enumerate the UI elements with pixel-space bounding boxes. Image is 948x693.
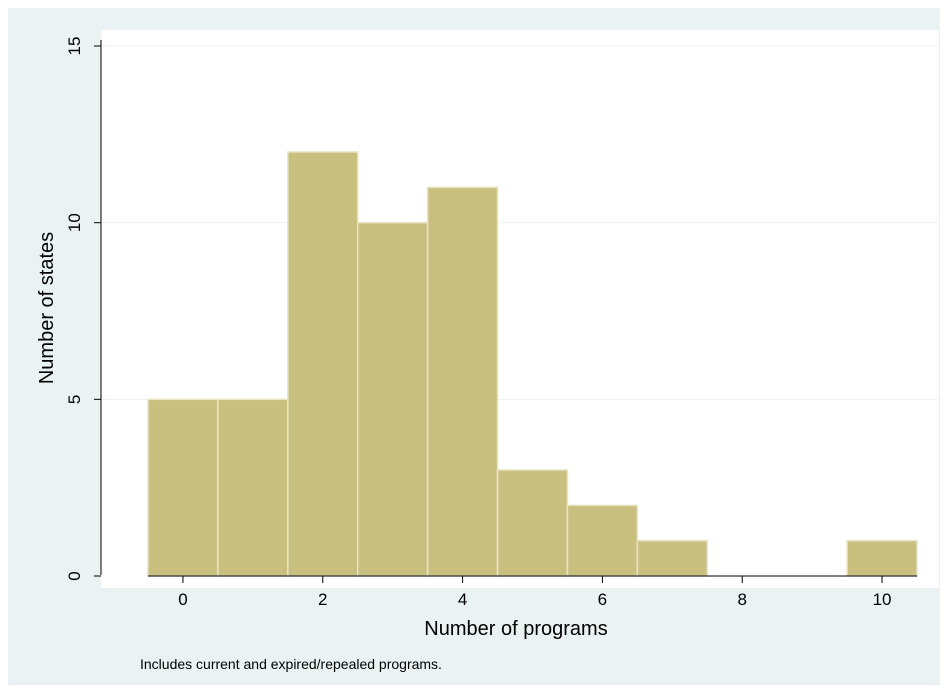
bar-6 [566, 504, 639, 577]
bar-4 [426, 186, 499, 577]
y-tick-label-15: 15 [65, 37, 84, 56]
x-ticks: 0 2 4 6 8 10 [178, 576, 892, 609]
bar-0 [147, 398, 219, 577]
bar-2 [287, 151, 359, 577]
bar-7 [636, 539, 709, 577]
chart-note: Includes current and expired/repealed pr… [140, 656, 442, 672]
y-tick-label-5: 5 [65, 395, 84, 404]
x-tick-label-6: 6 [598, 590, 607, 609]
x-tick-label-0: 0 [178, 590, 187, 609]
x-axis-label: Number of programs [424, 618, 607, 640]
y-axis-label: Number of states [36, 232, 58, 384]
y-tick-label-10: 10 [65, 213, 84, 232]
bar-1 [217, 398, 289, 577]
bars [147, 151, 918, 577]
x-tick-label-10: 10 [873, 590, 892, 609]
histogram-chart: 0 5 10 15 0 2 4 6 8 10 Number of programs Number… [36, 30, 939, 640]
x-tick-label-8: 8 [737, 590, 746, 609]
figure-background: 0 5 10 15 0 2 4 6 8 10 Number of programs Number… [8, 8, 940, 685]
y-ticks: 0 5 10 15 [65, 37, 101, 581]
bar-3 [356, 221, 429, 577]
y-tick-label-0: 0 [65, 571, 84, 580]
x-tick-label-2: 2 [318, 590, 327, 609]
bar-5 [496, 469, 569, 577]
bar-10 [846, 539, 918, 577]
x-tick-label-4: 4 [458, 590, 467, 609]
